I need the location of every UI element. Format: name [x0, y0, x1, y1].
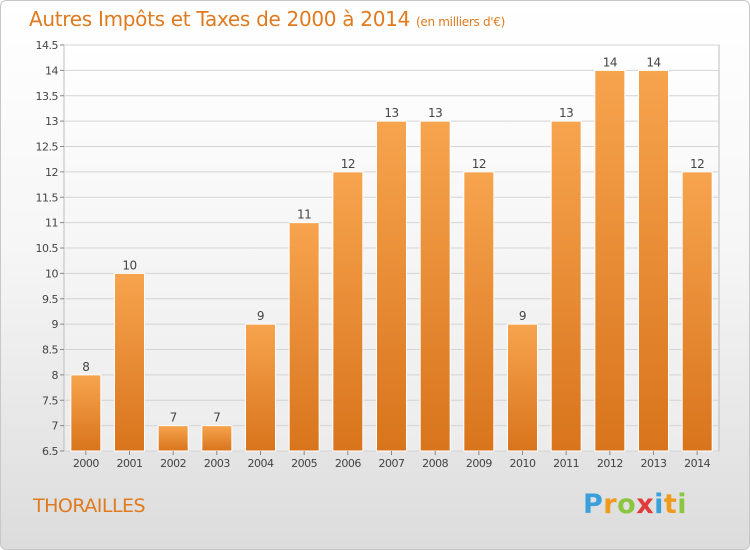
data-label: 7 [170, 411, 177, 425]
y-tick-label: 6.5 [42, 445, 58, 458]
data-label: 12 [341, 157, 355, 171]
y-tick-label: 7 [52, 420, 59, 433]
data-label: 9 [257, 309, 264, 323]
y-tick-label: 11.5 [36, 191, 59, 204]
x-tick-label: 2010 [510, 457, 536, 470]
bars: 8 10 7 7 9 11 12 13 13 12 9 13 14 14 12 [70, 55, 713, 452]
bar-2012 [594, 69, 626, 452]
bar-2011 [550, 120, 582, 452]
proxiti-logo: Proxiti [583, 489, 687, 520]
x-tick-label: 2005 [291, 457, 317, 470]
y-tick-label: 13.5 [36, 90, 59, 103]
data-label: 13 [428, 106, 442, 120]
data-label: 13 [384, 106, 398, 120]
logo-letter: i [677, 489, 688, 520]
y-tick-label: 14 [45, 64, 58, 77]
data-label: 13 [559, 106, 573, 120]
logo-letter: o [617, 489, 637, 520]
y-tick-label: 12.5 [36, 141, 59, 154]
bar-2008 [419, 120, 451, 452]
unit-label: (en milliers d'€) [416, 15, 506, 29]
bar-2002 [157, 425, 189, 452]
bar-2010 [507, 323, 538, 452]
x-tick-label: 2011 [553, 457, 579, 470]
logo-letter: x [636, 489, 655, 520]
y-tick-label: 10.5 [36, 242, 59, 255]
data-label: 12 [690, 157, 704, 171]
bar-2007 [376, 120, 407, 452]
y-tick-label: 14.5 [36, 39, 59, 52]
data-label: 14 [603, 55, 617, 69]
x-axis: 2000 2001 2002 2003 2004 2005 2006 2007 2008 2009… [73, 451, 711, 470]
bar-2014 [681, 171, 713, 452]
bar-2004 [245, 323, 276, 452]
data-label: 8 [82, 360, 89, 374]
y-tick-label: 7.5 [42, 394, 58, 407]
bar-2003 [201, 425, 233, 452]
logo-letter: r [603, 489, 618, 520]
x-tick-label: 2003 [204, 457, 230, 470]
x-tick-label: 2006 [335, 457, 361, 470]
x-tick-label: 2007 [379, 457, 405, 470]
x-tick-label: 2008 [422, 457, 448, 470]
x-tick-label: 2014 [684, 457, 710, 470]
bar-2001 [114, 272, 145, 452]
y-tick-label: 8.5 [42, 344, 58, 357]
bar-2000 [70, 374, 102, 452]
data-label: 14 [646, 55, 660, 69]
y-tick-label: 8 [52, 369, 59, 382]
commune-name: THORAILLES [33, 495, 146, 517]
title-text: Autres Impôts et Taxes de 2000 à 2014 [29, 7, 410, 31]
y-tick-label: 12 [45, 166, 58, 179]
data-label: 10 [122, 258, 136, 272]
chart-title: Autres Impôts et Taxes de 2000 à 2014 (en… [29, 7, 505, 31]
x-tick-label: 2000 [73, 457, 99, 470]
logo-letter: t [663, 489, 678, 520]
y-tick-label: 13 [45, 115, 58, 128]
x-tick-label: 2004 [248, 457, 274, 470]
y-tick-label: 11 [45, 217, 58, 230]
y-axis: 6.5 7 7.5 8 8.5 9 9.5 10 10.5 11 11.5 12 12.5 13 13.5 1… [36, 39, 64, 458]
x-tick-label: 2012 [597, 457, 623, 470]
data-label: 11 [297, 208, 311, 222]
x-tick-label: 2002 [160, 457, 186, 470]
data-label: 9 [519, 309, 526, 323]
bar-2013 [638, 69, 669, 452]
y-tick-label: 10 [45, 267, 58, 280]
x-tick-label: 2001 [117, 457, 143, 470]
data-label: 12 [472, 157, 486, 171]
logo-letter: P [583, 489, 604, 520]
y-tick-label: 9 [52, 318, 59, 331]
y-tick-label: 9.5 [42, 293, 58, 306]
data-label: 7 [213, 411, 220, 425]
x-tick-label: 2013 [641, 457, 667, 470]
bar-2009 [463, 171, 495, 452]
bar-2006 [332, 171, 364, 452]
x-tick-label: 2009 [466, 457, 492, 470]
bar-2005 [288, 222, 320, 452]
logo-letter: i [654, 489, 664, 520]
